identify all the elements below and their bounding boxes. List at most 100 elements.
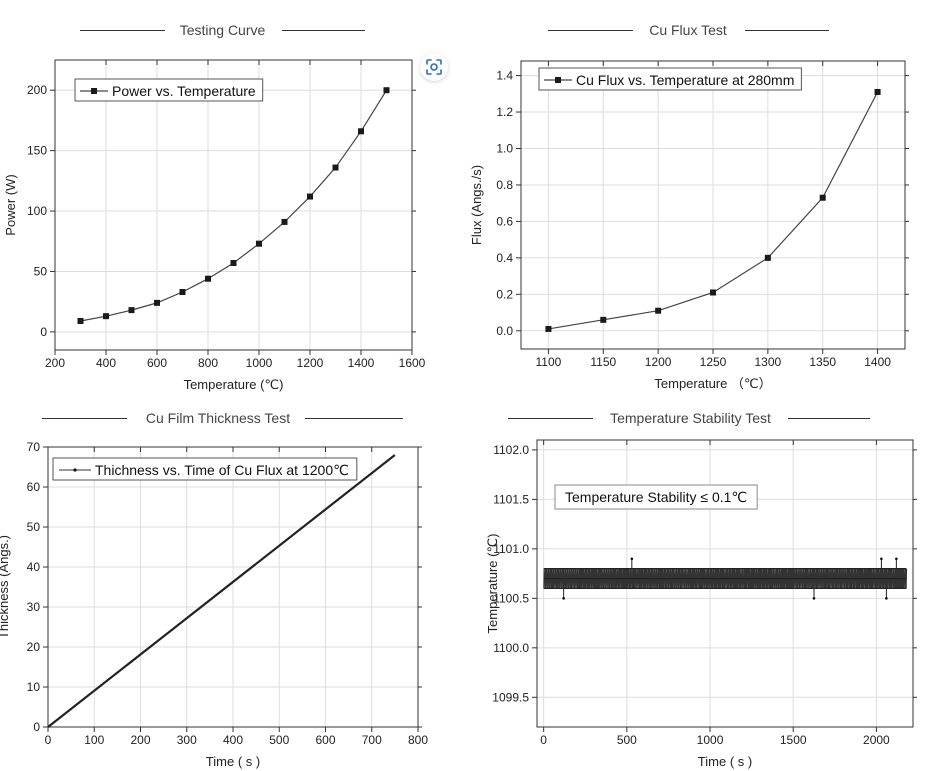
x-tick-label: 600	[147, 356, 167, 370]
title-rule-right-2	[745, 30, 829, 31]
x-tick-label: 1300	[755, 355, 782, 369]
data-point	[545, 325, 552, 332]
y-tick-label: 1.2	[496, 105, 513, 119]
spike-high-point	[880, 557, 883, 561]
title-rule-right-1	[282, 30, 365, 31]
spike-high-point	[895, 557, 898, 561]
legend-label: Power vs. Temperature	[112, 83, 256, 99]
data-point	[128, 307, 135, 314]
legend-box	[52, 457, 358, 481]
y-tick-label: 1.0	[496, 141, 513, 155]
y-tick-label: 0	[40, 325, 47, 339]
y-tick-label: 0.8	[496, 178, 513, 192]
data-point	[655, 307, 662, 314]
legend-label: Thichness vs. Time of Cu Flux at 1200℃	[95, 462, 349, 478]
y-tick-label: 1101.5	[493, 492, 529, 506]
x-axis-title: Temperature (℃)	[184, 377, 284, 392]
y-tick-label: 150	[27, 144, 47, 158]
x-tick-label: 1500	[780, 733, 807, 747]
x-tick-label: 500	[617, 733, 637, 747]
zoom-button[interactable]	[420, 53, 448, 81]
y-tick-label: 1101.0	[493, 542, 529, 556]
data-point	[281, 218, 288, 225]
spike-low-point	[885, 597, 888, 600]
y-tick-label: 20	[27, 640, 41, 654]
y-tick-label: 30	[27, 600, 41, 614]
legend-label: Cu Flux vs. Temperature at 280mm	[576, 72, 794, 88]
legend-marker	[73, 468, 77, 472]
y-tick-label: 100	[27, 204, 47, 218]
x-tick-label: 1000	[697, 733, 724, 747]
title-rule-left-2	[548, 30, 633, 31]
data-point	[764, 254, 771, 261]
legend-marker	[91, 88, 97, 94]
legend-box	[74, 78, 264, 102]
x-tick-label: 1350	[809, 355, 836, 369]
x-tick-label: 1600	[399, 356, 426, 370]
x-tick-label: 800	[198, 356, 218, 370]
x-tick-label: 800	[408, 733, 428, 747]
title-rule-left-1	[80, 30, 165, 31]
legend-marker	[555, 77, 561, 83]
data-point	[307, 193, 313, 200]
data-point	[230, 260, 237, 266]
panel-title-testing-curve: Testing Curve	[179, 22, 266, 38]
x-tick-label: 0	[540, 733, 547, 747]
chart-4: 0 500 1000 1500 2000 1099.5 1100.0 1100.5 1101.0…	[485, 439, 917, 769]
y-tick-label: 1100.0	[493, 641, 529, 655]
y-axis-title: Power (W)	[3, 174, 18, 235]
data-point	[819, 194, 826, 201]
panel-title-cu-flux-test: Cu Flux Test	[649, 22, 727, 38]
y-tick-label: 50	[34, 264, 48, 278]
y-tick-label: 60	[27, 480, 41, 494]
data-point	[710, 289, 716, 296]
y-tick-label: 1100.5	[493, 591, 529, 605]
data-point	[383, 87, 390, 94]
annotation-box	[554, 484, 758, 510]
data-point	[103, 313, 109, 320]
title-rule-left-3	[42, 418, 127, 419]
y-axis-title: Flux (Angs./s)	[469, 165, 484, 245]
x-tick-label: 1400	[864, 355, 891, 369]
x-tick-label: 400	[223, 733, 243, 747]
y-tick-label: 1.4	[496, 69, 513, 83]
plot-frame	[54, 59, 413, 351]
data-point	[77, 318, 84, 324]
y-tick-label: 50	[27, 520, 41, 534]
x-tick-label: 200	[130, 733, 150, 747]
y-tick-label: 70	[27, 440, 41, 454]
chart-3: 0 100 200 300 400 500 600 700 800 0 10 20 30 40 50 60 70…	[0, 440, 428, 769]
x-axis-title: Time ( s )	[206, 754, 260, 769]
data-point	[154, 299, 160, 306]
y-axis-title: Thickness (Angs.)	[0, 535, 11, 639]
legend: Cu Flux vs. Temperature at 280mm	[538, 67, 802, 91]
zoom-scan-icon	[426, 59, 442, 75]
annotation: Temperature Stability ≤ 0.1℃	[554, 484, 758, 510]
x-tick-label: 200	[45, 356, 65, 370]
x-tick-label: 1150	[590, 355, 616, 369]
y-tick-label: 0	[33, 720, 40, 734]
x-tick-label: 2000	[863, 733, 890, 747]
data-point	[358, 128, 364, 135]
title-rule-right-3	[305, 418, 403, 419]
x-tick-label: 1250	[700, 355, 727, 369]
legend-box	[538, 67, 802, 91]
x-tick-label: 700	[362, 733, 382, 747]
y-tick-label: 10	[27, 680, 41, 694]
x-tick-label: 0	[45, 733, 52, 747]
panel-title-cu-film-thickness: Cu Film Thickness Test	[145, 410, 291, 426]
y-tick-label: 0.2	[496, 287, 513, 301]
x-tick-label: 1400	[348, 356, 375, 370]
chart-2: 1100 1150 1200 1250 1300 1350 1400 0.0 0.2 0.4 0.6…	[469, 60, 909, 391]
plot-frame	[536, 439, 914, 728]
x-tick-label: 500	[269, 733, 289, 747]
data-point	[874, 88, 881, 95]
title-rule-right-4	[788, 418, 870, 419]
y-tick-label: 40	[27, 560, 41, 574]
data-point	[600, 316, 607, 323]
y-axis-title: Temperature (℃)	[485, 534, 500, 634]
spike-low-point	[562, 597, 565, 600]
x-tick-label: 400	[96, 356, 116, 370]
panel-title-temperature-stability: Temperature Stability Test	[610, 410, 771, 426]
